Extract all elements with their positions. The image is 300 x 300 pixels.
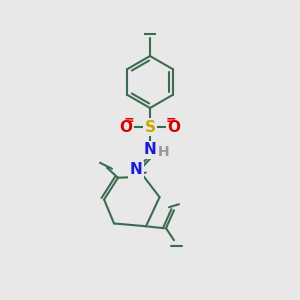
Text: S: S (145, 119, 155, 134)
Text: =: = (124, 113, 134, 127)
Text: N: N (130, 163, 142, 178)
Text: N: N (144, 142, 156, 158)
Text: O: O (167, 119, 181, 134)
Text: O: O (119, 119, 133, 134)
Text: =: = (166, 113, 176, 127)
Text: H: H (158, 145, 170, 159)
